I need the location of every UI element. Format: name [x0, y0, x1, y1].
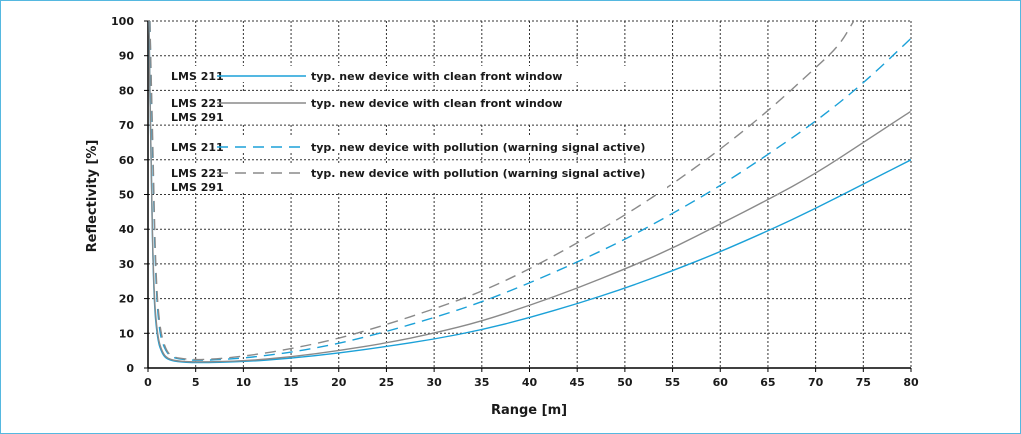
x-tick-label: 80: [903, 376, 919, 389]
x-tick-label: 20: [331, 376, 347, 389]
x-tick-label: 30: [426, 376, 442, 389]
y-tick-label: 40: [119, 223, 135, 236]
legend-device-label: LMS 221: [171, 167, 224, 180]
legend-device-label: LMS 291: [171, 181, 224, 194]
series-line-4: [149, 21, 855, 361]
y-tick-label: 10: [119, 327, 135, 340]
y-tick-label: 30: [119, 258, 135, 271]
x-tick-label: 55: [665, 376, 680, 389]
x-axis-title: Range [m]: [491, 403, 567, 418]
y-tick-label: 90: [119, 50, 135, 63]
legend-description: typ. new device with pollution (warning …: [311, 167, 645, 180]
x-tick-label: 0: [144, 376, 152, 389]
y-tick-label: 0: [126, 362, 134, 375]
legend-device-label: LMS 211: [171, 70, 224, 83]
x-tick-label: 40: [522, 376, 538, 389]
x-tick-label: 75: [856, 376, 871, 389]
legend-device-label: LMS 221: [171, 97, 224, 110]
series-line-3: [149, 21, 911, 361]
x-tick-label: 25: [379, 376, 394, 389]
x-tick-label: 5: [192, 376, 200, 389]
x-tick-label: 60: [713, 376, 729, 389]
legend-device-label: LMS 211: [171, 141, 224, 154]
y-tick-label: 20: [119, 293, 135, 306]
legend-device-label: LMS 291: [171, 111, 224, 124]
y-tick-label: 50: [119, 189, 135, 202]
legend-description: typ. new device with pollution (warning …: [311, 141, 645, 154]
legend-description: typ. new device with clean front window: [311, 97, 562, 110]
y-tick-label: 80: [119, 84, 135, 97]
legend-row-background: [167, 66, 667, 82]
x-tick-label: 15: [283, 376, 298, 389]
x-tick-label: 70: [808, 376, 824, 389]
legend-row-background: [167, 93, 667, 123]
series-layer: [148, 21, 911, 364]
y-tick-label: 60: [119, 154, 135, 167]
legend-description: typ. new device with clean front window: [311, 70, 562, 83]
x-tick-label: 50: [617, 376, 633, 389]
x-tick-label: 45: [570, 376, 585, 389]
series-line-2: [148, 21, 911, 363]
y-tick-label: 70: [119, 119, 135, 132]
x-tick-label: 65: [760, 376, 775, 389]
legend-row-background: [167, 163, 667, 193]
legend: LMS 211 typ. new device with clean front …: [167, 66, 667, 194]
axes: 0 5 10 15 20 25 30 35 40 45 50 55 60 65 70 75 80 0 10 20 30 4…: [111, 15, 919, 389]
y-tick-label: 100: [111, 15, 134, 28]
y-axis-title: Reflectivity [%]: [85, 140, 100, 253]
legend-row-background: [167, 137, 667, 153]
x-tick-label: 10: [236, 376, 252, 389]
x-tick-label: 35: [474, 376, 489, 389]
